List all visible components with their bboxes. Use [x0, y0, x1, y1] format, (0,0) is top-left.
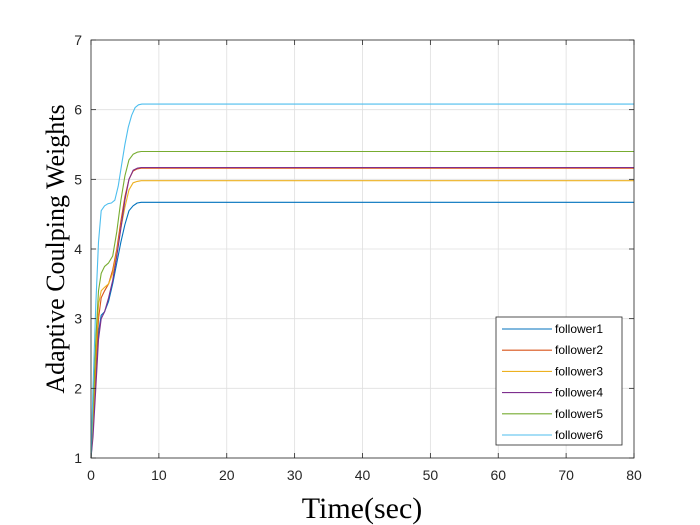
series-line-follower3 [90, 180, 634, 459]
y-tick-label: 4 [74, 241, 82, 257]
series-line-follower4 [90, 166, 634, 459]
legend-label-follower1: follower1 [555, 322, 603, 336]
x-tick-label: 50 [423, 467, 439, 483]
legend-label-follower5: follower5 [555, 407, 603, 421]
y-tick-label: 2 [74, 380, 82, 396]
legend: follower1 follower2 follower3 follower4 foll… [495, 316, 623, 446]
series-line-follower1 [90, 201, 634, 459]
x-tick-label: 60 [490, 467, 506, 483]
series-line-follower6 [90, 103, 634, 459]
y-tick-label: 3 [74, 311, 82, 327]
legend-box [495, 316, 623, 446]
axis-ticks: 0 10 20 30 40 50 60 70 80 1 2 3 4 5 6 7 [74, 32, 642, 483]
y-axis-title: Adaptive Coulping Weights [41, 104, 70, 393]
legend-label-follower6: follower6 [555, 428, 603, 442]
y-tick-label: 1 [74, 450, 82, 466]
legend-label-follower3: follower3 [555, 364, 603, 378]
y-tick-label: 6 [74, 102, 82, 118]
legend-label-follower4: follower4 [555, 386, 603, 400]
x-tick-label: 80 [626, 467, 642, 483]
y-tick-label: 7 [74, 32, 82, 48]
x-tick-label: 20 [219, 467, 235, 483]
x-tick-label: 40 [355, 467, 371, 483]
series-line-follower5 [90, 150, 634, 459]
series-lines [90, 103, 634, 459]
x-tick-label: 70 [558, 467, 574, 483]
x-tick-label: 10 [151, 467, 167, 483]
x-tick-label: 30 [287, 467, 303, 483]
legend-label-follower2: follower2 [555, 343, 603, 357]
x-tick-label: 0 [87, 467, 95, 483]
y-tick-label: 5 [74, 171, 82, 187]
x-axis-title: Time(sec) [302, 492, 423, 525]
series-line-follower2 [90, 167, 634, 459]
